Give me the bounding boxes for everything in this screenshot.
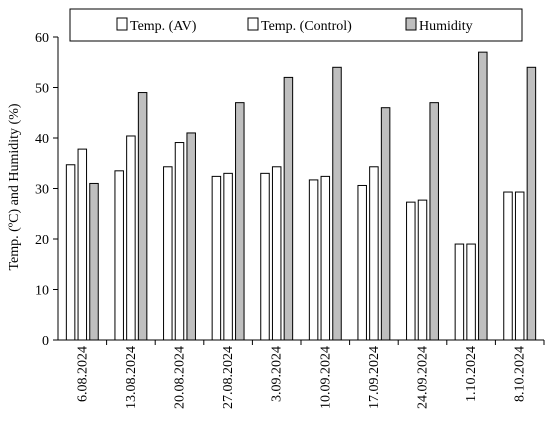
bar	[260, 172, 270, 341]
x-tick-label: 27.08.2024	[221, 346, 236, 409]
y-tick-label: 20	[35, 233, 49, 248]
x-tick-label: 24.09.2024	[416, 346, 431, 409]
x-tick-label: 17.09.2024	[367, 346, 382, 409]
bar	[332, 66, 342, 341]
bar	[186, 132, 196, 341]
x-tick-label: 8.10.2024	[513, 346, 528, 402]
bar	[320, 175, 331, 341]
y-tick-label: 0	[42, 334, 49, 349]
bar	[174, 142, 185, 341]
bar	[211, 175, 222, 341]
bar	[417, 199, 428, 341]
x-tick-label: 13.08.2024	[124, 346, 139, 409]
x-tick-label: 1.10.2024	[464, 346, 479, 402]
bar	[308, 179, 319, 341]
bar	[466, 243, 476, 341]
y-tick-label: 40	[35, 132, 49, 147]
bar	[163, 166, 173, 341]
x-tick-label: 20.08.2024	[173, 346, 188, 409]
bar	[503, 191, 513, 341]
legend-swatch	[116, 17, 128, 31]
y-tick-label: 60	[35, 31, 49, 46]
bar	[77, 148, 88, 341]
x-tick-label: 10.09.2024	[318, 346, 333, 409]
x-tick-label: 6.08.2024	[75, 346, 90, 402]
bar	[380, 107, 391, 341]
legend-box	[69, 8, 523, 42]
bar	[454, 243, 465, 341]
bar	[271, 166, 282, 341]
bar	[429, 102, 439, 341]
bar	[514, 191, 525, 341]
bar	[137, 92, 148, 341]
bar	[478, 51, 488, 341]
legend-swatch	[247, 17, 259, 31]
plot-area: 0 10 20 30 40 50 60 6.08.2024 13.08.2024 20.08.20…	[35, 31, 545, 409]
legend: Temp. (AV) Temp. (Control) Humidity	[69, 8, 523, 42]
bar	[526, 66, 537, 341]
y-tick-label: 30	[35, 183, 49, 198]
legend-swatch	[405, 17, 417, 31]
bar	[283, 76, 294, 341]
bar	[357, 184, 367, 341]
bar	[223, 172, 233, 341]
bar	[406, 201, 416, 341]
y-axis-label: Temp. (ºC) and Humidity (%)	[7, 103, 22, 270]
bar	[369, 166, 379, 341]
bar	[114, 170, 124, 341]
y-tick-label: 50	[35, 82, 49, 97]
y-tick-label: 10	[35, 284, 49, 299]
bar	[126, 135, 136, 341]
legend-label: Temp. (AV)	[130, 19, 197, 34]
bar	[235, 102, 245, 341]
legend-label: Temp. (Control)	[261, 19, 352, 34]
legend-label: Humidity	[419, 19, 473, 34]
bar	[65, 164, 76, 341]
bar	[89, 182, 99, 341]
x-tick-label: 3.09.2024	[270, 346, 285, 402]
